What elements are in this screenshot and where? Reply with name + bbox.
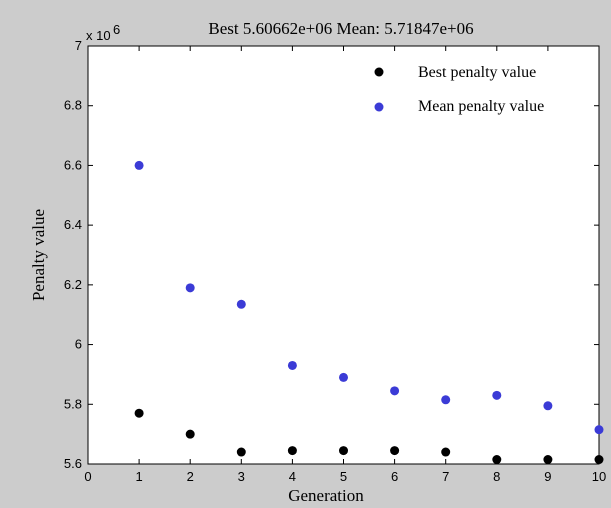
x-tick-label: 2 bbox=[187, 469, 194, 484]
y-axis-exponent: 6 bbox=[113, 22, 120, 37]
y-axis-multiplier: x 10 bbox=[86, 28, 111, 43]
y-tick-label: 6 bbox=[75, 337, 82, 352]
best-point bbox=[492, 455, 502, 465]
x-axis-label: Generation bbox=[288, 486, 364, 505]
mean-point bbox=[390, 386, 400, 396]
mean-point bbox=[185, 283, 195, 293]
mean-point bbox=[492, 390, 502, 400]
chart-title: Best 5.60662e+06 Mean: 5.71847e+06 bbox=[208, 19, 473, 38]
x-axis-ticks: 0 1 2 3 4 5 6 7 8 9 10 bbox=[84, 46, 606, 484]
y-tick-label: 6.2 bbox=[64, 277, 82, 292]
y-axis-label: Penalty value bbox=[29, 209, 48, 301]
best-point bbox=[236, 447, 246, 457]
mean-point bbox=[339, 372, 348, 382]
x-tick-label: 1 bbox=[135, 469, 142, 484]
y-tick-label: 5.8 bbox=[64, 396, 82, 411]
mean-point bbox=[543, 401, 553, 411]
best-point bbox=[390, 446, 400, 456]
legend-marker-mean bbox=[374, 102, 384, 112]
best-series bbox=[134, 408, 604, 465]
legend: Best penalty value Mean penalty value bbox=[374, 64, 544, 115]
best-point bbox=[594, 455, 604, 465]
legend-marker-best bbox=[374, 67, 384, 77]
x-tick-label: 7 bbox=[442, 469, 449, 484]
data-points bbox=[134, 160, 604, 465]
y-tick-label: 6.6 bbox=[64, 157, 82, 172]
mean-point bbox=[287, 360, 297, 370]
x-tick-label: 9 bbox=[544, 469, 551, 484]
x-tick-label: 8 bbox=[493, 469, 500, 484]
mean-series bbox=[134, 160, 604, 435]
x-tick-label: 0 bbox=[84, 469, 91, 484]
x-tick-label: 4 bbox=[289, 469, 296, 484]
plot-area bbox=[87, 45, 600, 465]
best-point bbox=[134, 408, 144, 418]
mean-point bbox=[594, 425, 604, 435]
best-point bbox=[185, 429, 195, 439]
y-axis-ticks: 5.6 5.8 6 6.2 6.4 6.6 6.8 7 bbox=[64, 38, 599, 471]
mean-point bbox=[441, 395, 451, 405]
x-tick-label: 5 bbox=[340, 469, 347, 484]
best-point bbox=[441, 447, 451, 457]
mean-point bbox=[134, 160, 144, 170]
legend-label-best: Best penalty value bbox=[418, 64, 536, 81]
x-tick-label: 3 bbox=[238, 469, 245, 484]
mean-point bbox=[236, 299, 246, 309]
y-tick-label: 7 bbox=[75, 38, 82, 53]
y-tick-label: 6.4 bbox=[64, 217, 82, 232]
best-point bbox=[287, 446, 297, 456]
legend-label-mean: Mean penalty value bbox=[418, 98, 544, 115]
x-tick-label: 10 bbox=[592, 469, 606, 484]
x-tick-label: 6 bbox=[391, 469, 398, 484]
y-tick-label: 6.8 bbox=[64, 98, 82, 113]
y-tick-label: 5.6 bbox=[64, 456, 82, 471]
best-point bbox=[339, 446, 348, 456]
best-point bbox=[543, 455, 553, 465]
